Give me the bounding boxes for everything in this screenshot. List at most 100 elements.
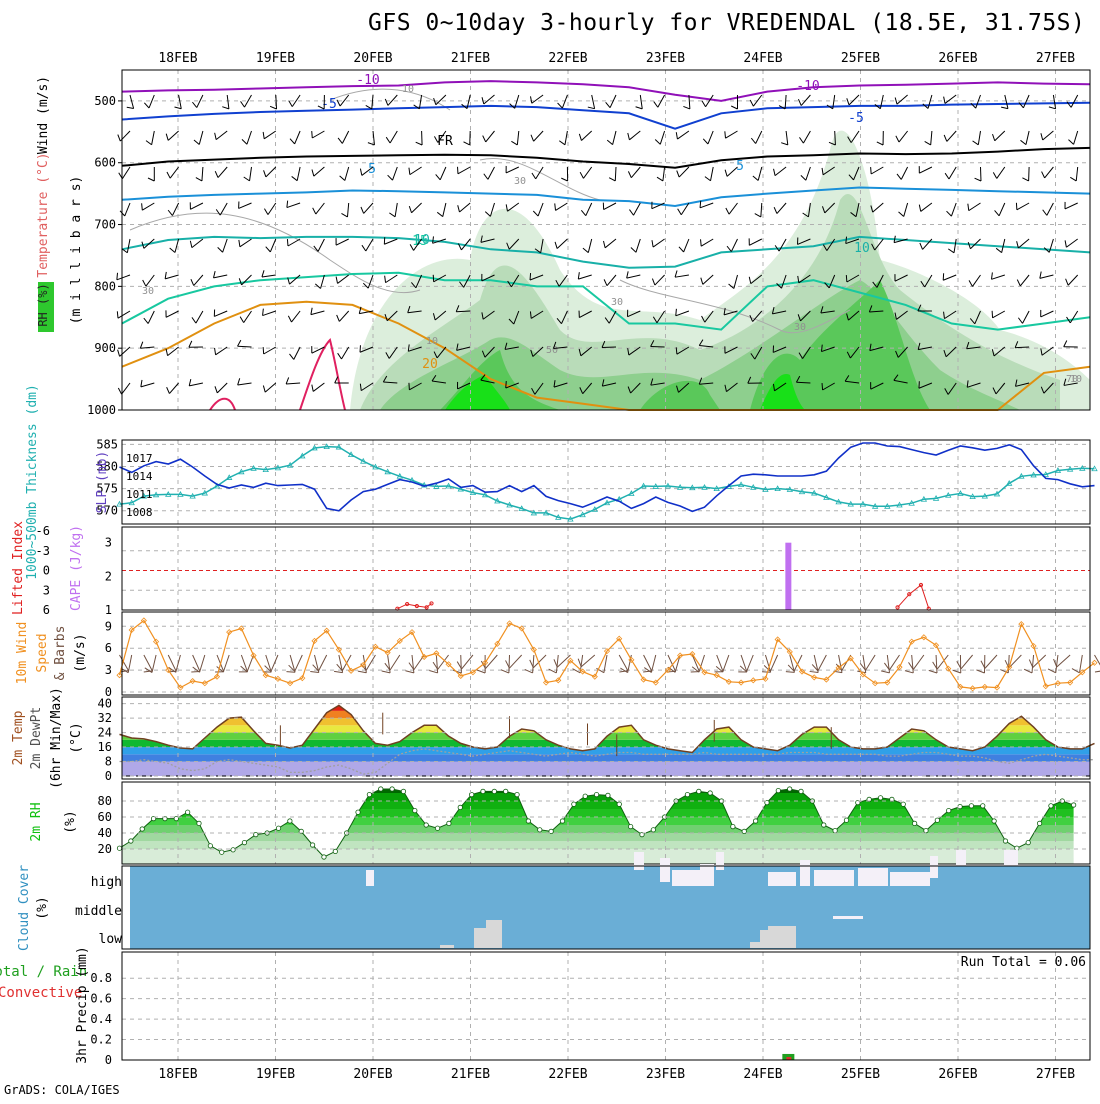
rh-point	[526, 819, 530, 823]
wind-10m-barb	[525, 654, 534, 673]
wind-barb	[463, 131, 470, 145]
wind-axis-label: Wind (m/s)	[36, 76, 51, 154]
rh-point	[776, 788, 780, 792]
cloud-low-block	[474, 928, 486, 948]
rh-point	[912, 821, 916, 825]
wind-barb	[996, 238, 1005, 253]
pressure-tick-label: 600	[94, 156, 116, 170]
wind-barb	[625, 269, 640, 278]
cloud-low-block	[440, 945, 454, 948]
temp-axis-label-1: 2m Temp	[11, 710, 26, 765]
wind-10m-barb	[979, 650, 997, 669]
wind-barb	[261, 126, 276, 139]
wind-10m-barb	[1027, 649, 1046, 667]
top-date-tick-label: 23FEB	[646, 51, 685, 66]
wind-axis-label-2: Speed	[35, 633, 50, 672]
bottom-date-tick-label: 23FEB	[646, 1067, 685, 1082]
temp-axis-label-3: (6hr Min/Max)	[49, 687, 64, 789]
wind-axis-label-3: & Barbs	[53, 626, 68, 681]
temp-contour--10	[122, 81, 1090, 101]
wind-barb	[241, 129, 252, 144]
wind-10m-barb	[733, 655, 747, 675]
wind-barb	[1014, 197, 1029, 209]
wind-barb	[771, 162, 786, 176]
wind-barb	[148, 167, 154, 181]
rh-point	[946, 808, 950, 812]
cloud-high-block	[814, 870, 854, 886]
rh-band	[122, 849, 1090, 865]
pressure-tick-label: 700	[94, 218, 116, 232]
wind-barb	[1070, 166, 1078, 181]
top-date-tick-label: 20FEB	[353, 51, 392, 66]
cloud-low-block	[760, 930, 768, 948]
rh-point	[958, 804, 962, 808]
bottom-date-tick-label: 21FEB	[451, 1067, 490, 1082]
rh-point	[583, 794, 587, 798]
pressure-tick-label: 800	[94, 279, 116, 293]
cape-tick-label: 2	[105, 569, 112, 583]
cloud-high-block	[768, 872, 796, 886]
wind-barb	[649, 197, 664, 208]
wind-10m-barb	[185, 655, 200, 675]
wind-10m-barb	[282, 655, 295, 675]
wind-10m-barb	[548, 654, 558, 673]
contour-label: -10	[796, 79, 819, 94]
rh-point	[197, 821, 201, 825]
wind-barb	[755, 203, 762, 217]
wind-barb	[167, 200, 179, 215]
precip-tick-label: 0.8	[90, 971, 112, 985]
wind-barb	[163, 269, 178, 279]
wind-barb	[243, 166, 251, 181]
lifted-index-tick-label: 3	[43, 583, 50, 597]
wind-barb	[115, 342, 130, 356]
cloud-high-block	[1004, 850, 1018, 866]
contour-label: 30	[794, 322, 806, 333]
wind-barb	[143, 93, 154, 108]
wind-barb	[172, 95, 181, 110]
wind-barb	[601, 197, 616, 209]
wind-barb	[990, 126, 1004, 140]
rh-point	[1037, 821, 1041, 825]
top-date-tick-label: 18FEB	[158, 51, 197, 66]
pressure-tick-label: 1000	[87, 403, 116, 417]
temperature-band	[122, 711, 1090, 718]
temperature-tick-label: 8	[105, 755, 112, 769]
wind-10m-barb	[928, 655, 937, 673]
wind-10m-barb	[404, 655, 414, 674]
wind-barb	[193, 129, 203, 144]
wind-barb	[309, 126, 324, 138]
wind-barb	[285, 197, 300, 208]
wind-barb	[164, 126, 179, 140]
wind-barb	[675, 163, 689, 177]
rh-axis-label: RH (%)	[36, 283, 50, 326]
cloud-high-block	[858, 868, 888, 886]
wind-10m-barb	[1051, 649, 1070, 667]
bottom-date-tick-label: 27FEB	[1036, 1067, 1075, 1082]
rh-point	[799, 789, 803, 793]
wind-barb	[217, 237, 228, 252]
wind-barb	[586, 95, 595, 110]
rh-point	[242, 840, 246, 844]
wind-barb	[213, 163, 227, 178]
wind-barb	[967, 271, 980, 286]
rh-tick-label: 60	[98, 810, 112, 824]
wind-barb	[263, 199, 276, 214]
rh-point	[606, 793, 610, 797]
temperature-band	[122, 718, 1090, 725]
temperature-tick-label: 0	[105, 769, 112, 783]
rh-point	[435, 826, 439, 830]
wind-barb	[894, 127, 908, 142]
contour-label: -10	[356, 73, 379, 88]
cape-tick-label: 1	[105, 603, 112, 617]
wind-barb	[1062, 197, 1077, 209]
cloud-high-block	[956, 850, 966, 866]
bottom-date-tick-label: 18FEB	[158, 1067, 197, 1082]
contour-label: -5	[848, 111, 864, 126]
wind-10m-barb	[644, 653, 656, 672]
rh-point	[231, 848, 235, 852]
slp-tick-label: 1011	[126, 488, 153, 501]
pressure-axis-label: (m i l l i b a r s)	[69, 176, 84, 325]
lifted-index-tick-label: -6	[36, 524, 50, 538]
wind-barb	[529, 127, 543, 142]
wind-barb	[1064, 340, 1078, 347]
